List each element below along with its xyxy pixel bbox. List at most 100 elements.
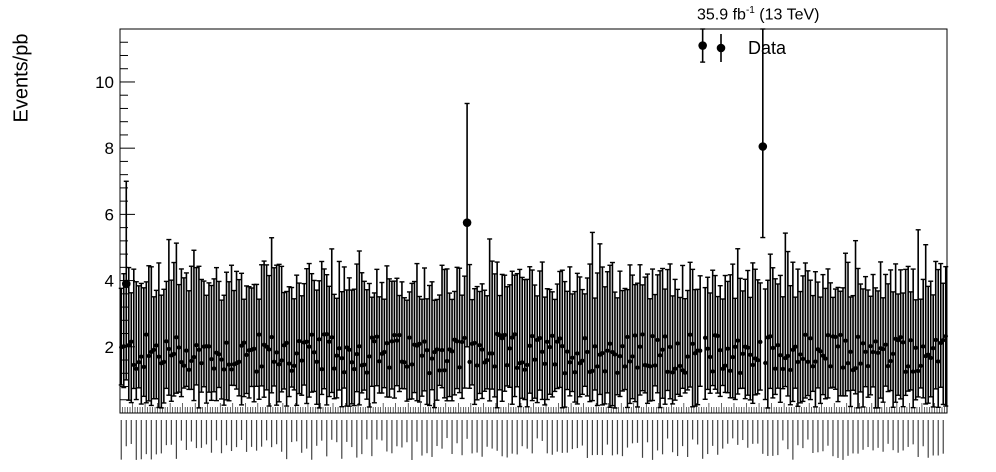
y-tick-label: 4 bbox=[105, 272, 114, 291]
data-point bbox=[206, 344, 212, 349]
data-point bbox=[780, 366, 786, 372]
data-point bbox=[424, 348, 430, 353]
data-point bbox=[582, 335, 588, 341]
data-point bbox=[189, 358, 194, 364]
data-point bbox=[570, 355, 575, 360]
data-point bbox=[374, 334, 380, 339]
data-point bbox=[560, 343, 565, 349]
data-point bbox=[880, 346, 886, 352]
data-point bbox=[372, 339, 377, 344]
data-point bbox=[602, 369, 608, 374]
data-point bbox=[630, 354, 635, 359]
data-point bbox=[745, 345, 750, 350]
data-point bbox=[347, 347, 352, 353]
data-point bbox=[454, 339, 460, 344]
data-point bbox=[805, 359, 811, 364]
data-point bbox=[845, 361, 851, 366]
data-point bbox=[768, 334, 773, 339]
data-point bbox=[520, 360, 525, 365]
data-point bbox=[276, 362, 282, 367]
data-point bbox=[387, 365, 392, 370]
data-point bbox=[186, 367, 192, 373]
data-point bbox=[820, 353, 826, 358]
data-point bbox=[196, 347, 202, 352]
data-point bbox=[367, 354, 372, 359]
data-point bbox=[527, 343, 532, 348]
data-point bbox=[179, 359, 184, 365]
data-point bbox=[479, 347, 485, 352]
data-point bbox=[502, 332, 507, 338]
data-point bbox=[793, 344, 798, 349]
data-point bbox=[236, 359, 242, 365]
data-point bbox=[572, 370, 578, 375]
data-point bbox=[853, 366, 858, 371]
data-point bbox=[798, 352, 803, 357]
data-point bbox=[758, 142, 768, 151]
data-point bbox=[254, 369, 259, 374]
data-point bbox=[530, 333, 535, 339]
data-point bbox=[605, 348, 610, 353]
data-point bbox=[279, 358, 284, 363]
data-point bbox=[647, 364, 653, 369]
data-point bbox=[943, 333, 948, 339]
data-point bbox=[715, 333, 720, 339]
data-point bbox=[444, 358, 450, 364]
data-point bbox=[324, 332, 329, 337]
data-point bbox=[720, 366, 725, 372]
data-point bbox=[339, 355, 344, 361]
data-point bbox=[166, 346, 172, 352]
data-point bbox=[540, 349, 545, 355]
data-point bbox=[567, 360, 573, 365]
data-point bbox=[565, 349, 570, 354]
data-point bbox=[489, 351, 495, 356]
data-point bbox=[439, 347, 445, 353]
data-point bbox=[134, 366, 139, 372]
data-point bbox=[778, 353, 783, 358]
data-point bbox=[437, 368, 442, 373]
data-point bbox=[903, 369, 908, 375]
data-point bbox=[352, 366, 357, 372]
data-point bbox=[144, 332, 149, 337]
data-point bbox=[449, 349, 455, 354]
data-point bbox=[136, 359, 141, 365]
data-point bbox=[309, 332, 314, 337]
data-point bbox=[728, 368, 733, 374]
data-point bbox=[507, 346, 512, 351]
data-point bbox=[547, 344, 552, 350]
data-point bbox=[357, 344, 362, 349]
data-point bbox=[512, 332, 517, 337]
data-point bbox=[775, 342, 781, 348]
data-point bbox=[790, 347, 796, 352]
data-point bbox=[497, 332, 502, 338]
data-point bbox=[244, 352, 249, 358]
data-point bbox=[209, 356, 214, 362]
data-point bbox=[442, 368, 447, 373]
data-point bbox=[873, 339, 878, 344]
data-point bbox=[362, 362, 367, 367]
data-point bbox=[670, 370, 675, 375]
data-point bbox=[835, 344, 841, 349]
data-point bbox=[409, 362, 415, 367]
data-point bbox=[467, 359, 472, 365]
data-point bbox=[625, 334, 630, 340]
data-point bbox=[334, 353, 339, 358]
data-point bbox=[389, 339, 395, 344]
data-point bbox=[457, 365, 462, 370]
data-point bbox=[174, 335, 179, 340]
data-point bbox=[216, 352, 222, 357]
data-point bbox=[875, 350, 881, 356]
data-point bbox=[319, 367, 324, 372]
data-point bbox=[652, 363, 658, 368]
data-point bbox=[146, 353, 152, 359]
data-point bbox=[382, 349, 387, 355]
data-point bbox=[397, 332, 402, 338]
data-point bbox=[698, 41, 707, 50]
data-point bbox=[707, 354, 713, 360]
data-point bbox=[307, 344, 312, 349]
data-point bbox=[931, 346, 936, 351]
data-point bbox=[499, 335, 505, 341]
data-point bbox=[312, 350, 317, 355]
data-point bbox=[592, 344, 598, 349]
data-point bbox=[617, 353, 623, 359]
